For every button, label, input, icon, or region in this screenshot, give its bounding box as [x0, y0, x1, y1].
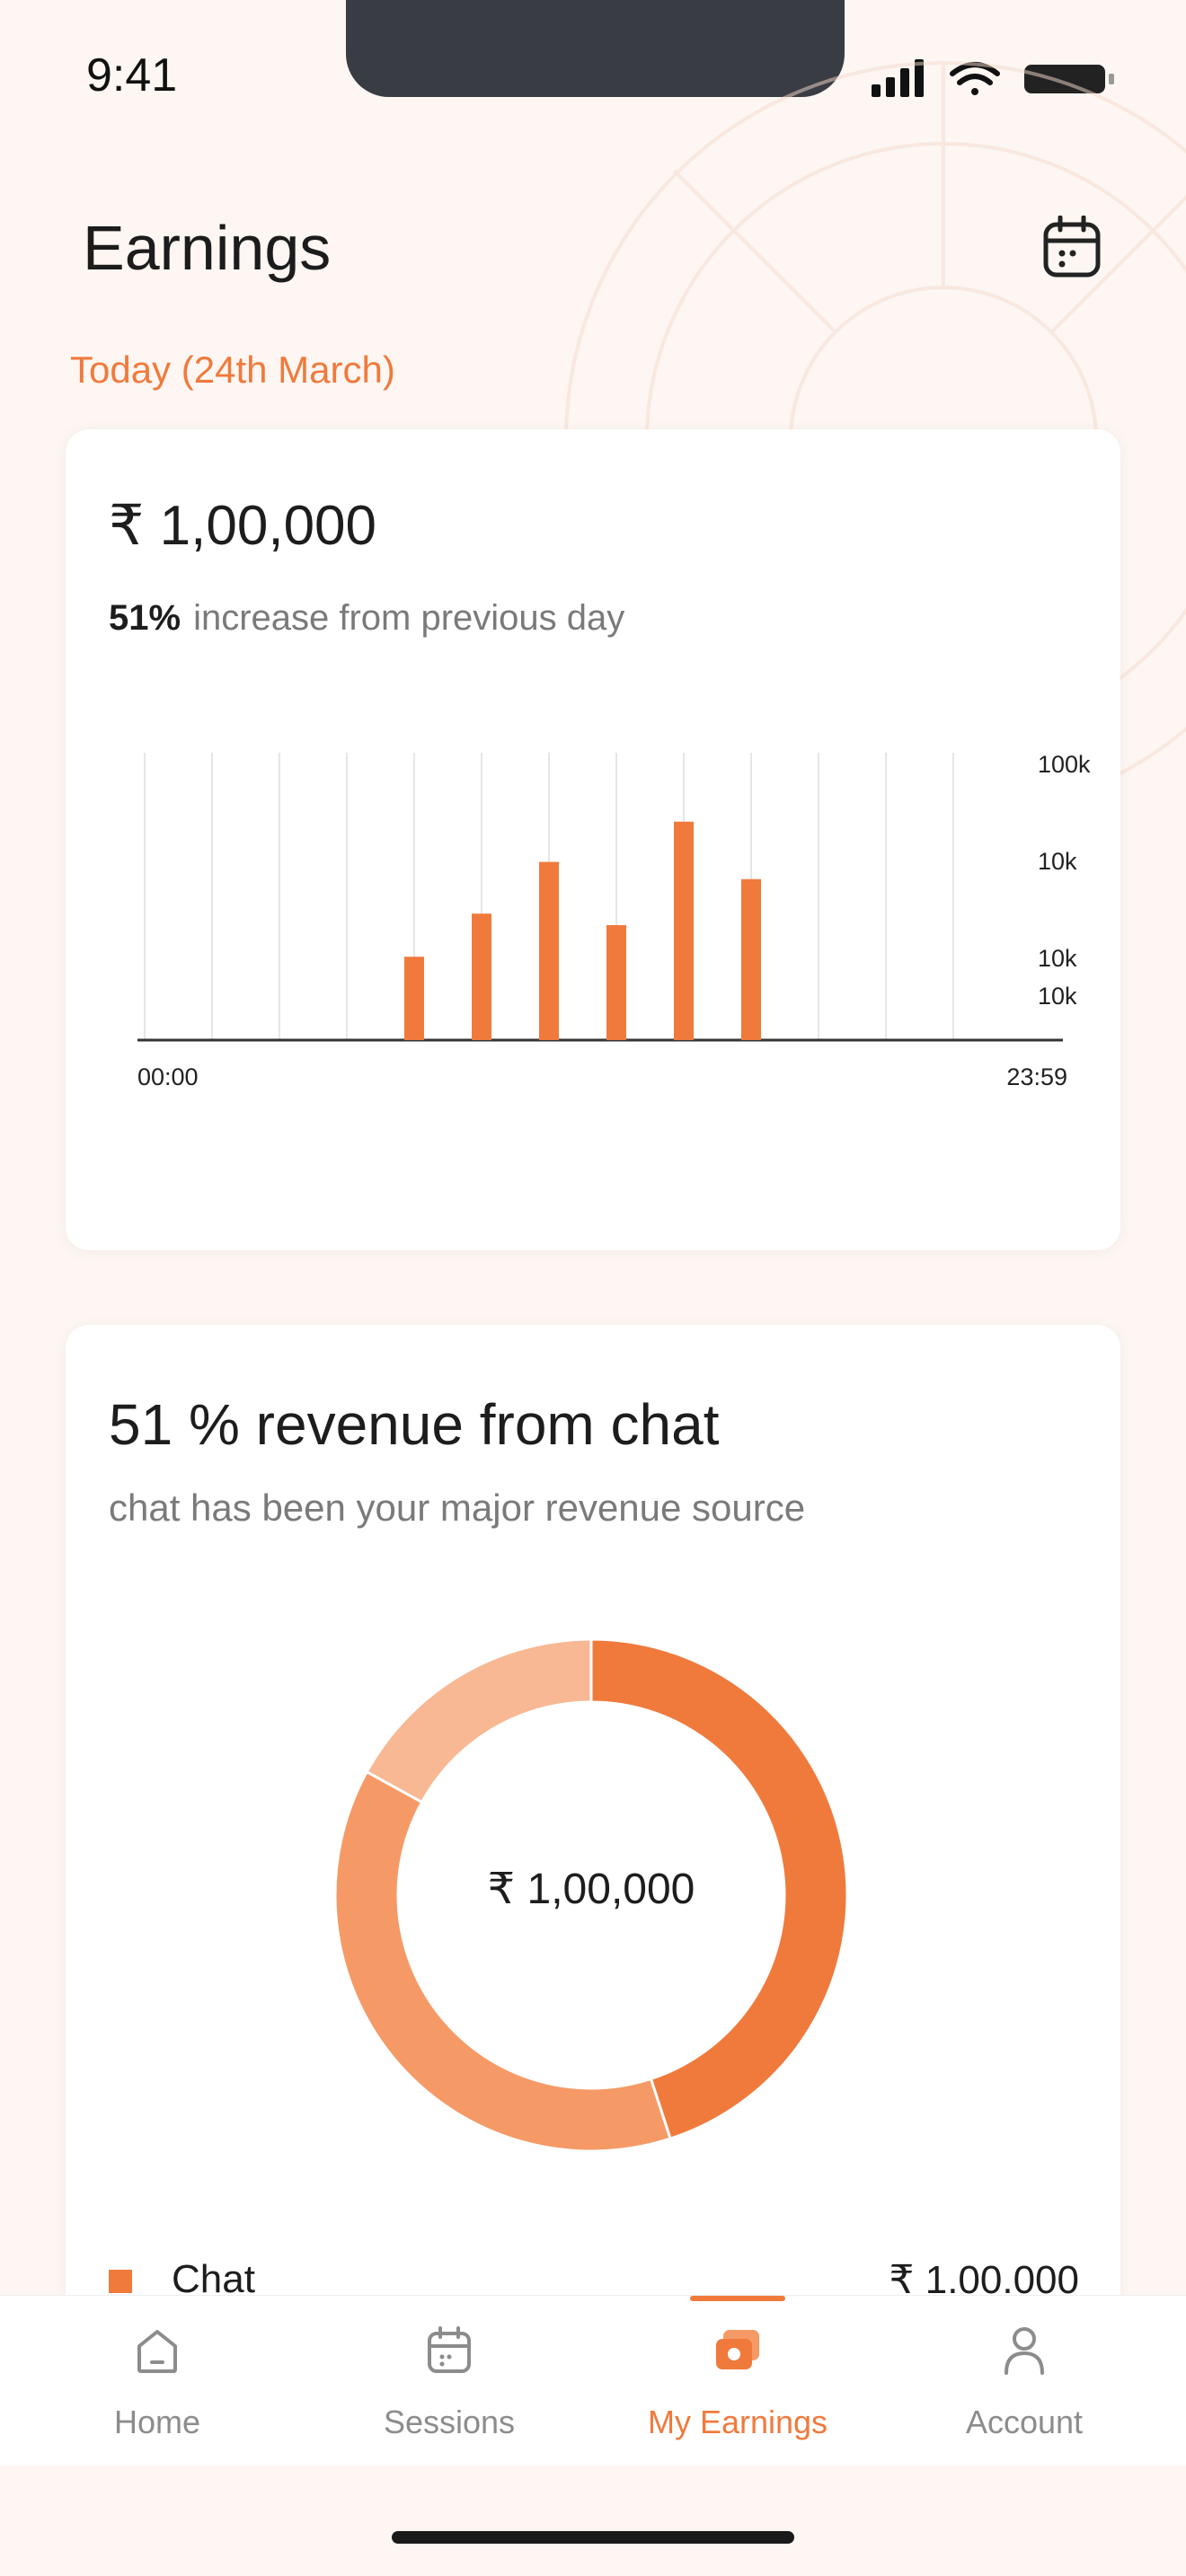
y-tick-label: 10k	[1038, 945, 1077, 972]
nav-label-my-earnings: My Earnings	[647, 2404, 828, 2440]
nav-item-sessions[interactable]: Sessions	[332, 2323, 566, 2441]
chart-bar	[404, 957, 424, 1040]
growth-text: 51% increase from previous day	[109, 598, 624, 639]
earnings-summary-card: ₹ 1,00,000 51% increase from previous day…	[66, 429, 1120, 1250]
revenue-donut-chart	[333, 1637, 849, 2153]
donut-slice	[333, 1769, 672, 2153]
wallet-icon	[716, 2330, 759, 2369]
device-notch	[346, 0, 845, 97]
revenue-subtitle: chat has been your major revenue source	[109, 1486, 806, 1529]
calendar-icon	[428, 2326, 471, 2373]
y-tick-label: 100k	[1038, 751, 1091, 778]
x-tick-label: 00:00	[137, 1063, 199, 1090]
growth-percentage: 51%	[109, 598, 181, 638]
status-bar: 9:41	[0, 0, 1186, 153]
nav-label-sessions: Sessions	[383, 2404, 516, 2440]
donut-center-amount: ₹ 1,00,000	[487, 1866, 695, 1913]
page-title: Earnings	[83, 213, 332, 283]
legend-label: Chat	[172, 2257, 255, 2301]
donut-slice	[365, 1637, 593, 1804]
home-icon	[137, 2330, 177, 2373]
chart-bar	[606, 925, 626, 1040]
signal-icon	[872, 59, 924, 97]
legend-swatch	[109, 2270, 132, 2293]
y-tick-label: 10k	[1038, 983, 1077, 1010]
legend-value: ₹ 1.00.000	[889, 2258, 1080, 2302]
y-tick-label: 10k	[1038, 848, 1077, 875]
nav-item-account[interactable]: Account	[907, 2323, 1141, 2441]
growth-description: increase from previous day	[193, 598, 625, 638]
chart-bar	[674, 821, 694, 1040]
earnings-bar-chart: 100k 10k 10k 10k 00:00 23:59	[137, 751, 1091, 1090]
revenue-title: 51 % revenue from chat	[109, 1392, 720, 1457]
legend-item: Chat ₹ 1.00.000	[109, 2250, 1079, 2304]
total-earnings-amount: ₹ 1,00,000	[109, 495, 377, 557]
donut-slice	[589, 1637, 849, 2140]
home-indicator	[392, 2531, 794, 2544]
chart-bar	[539, 861, 559, 1040]
nav-item-home[interactable]: Home	[40, 2323, 274, 2441]
date-filter-label[interactable]: Today (24th March)	[70, 348, 395, 391]
nav-label-account: Account	[965, 2404, 1084, 2440]
active-tab-indicator	[690, 2296, 785, 2301]
battery-icon	[1024, 65, 1114, 93]
status-icons	[872, 59, 1114, 97]
bottom-nav: Home Sessions My Earnings Account	[0, 2295, 1186, 2466]
calendar-icon[interactable]	[1042, 216, 1102, 278]
chart-bar	[741, 878, 761, 1040]
chart-bar	[472, 913, 491, 1040]
x-tick-label: 23:59	[1006, 1063, 1067, 1090]
user-icon	[1005, 2327, 1044, 2375]
status-time: 9:41	[86, 49, 178, 101]
nav-item-my-earnings[interactable]: My Earnings	[621, 2323, 854, 2441]
nav-label-home: Home	[113, 2404, 201, 2440]
revenue-source-card: 51 % revenue from chat chat has been you…	[66, 1325, 1120, 2367]
